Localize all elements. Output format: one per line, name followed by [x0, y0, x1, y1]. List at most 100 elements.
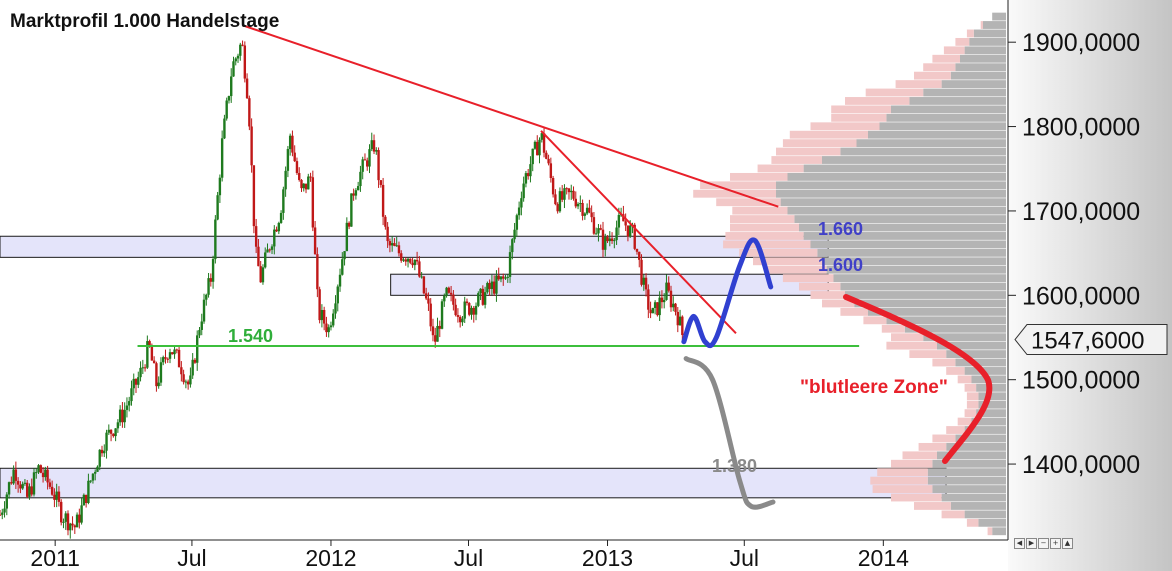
candle-body [588, 207, 591, 213]
candle-body [424, 293, 428, 299]
candle-body [150, 346, 154, 361]
profile-bin-gray-50 [955, 434, 1006, 443]
profile-bin-gray-16 [840, 147, 1006, 156]
profile-bin-gray-58 [950, 502, 1006, 510]
candle-body [474, 305, 478, 315]
candle-body [234, 58, 237, 62]
candle-body [28, 486, 31, 497]
profile-bin-red-17 [771, 156, 822, 164]
candle-body [225, 100, 228, 119]
candle-body [495, 275, 498, 294]
profile-bin-gray-3 [969, 37, 1006, 46]
candle-body [395, 245, 398, 247]
candle-body [100, 449, 104, 454]
candle-body [572, 190, 575, 199]
candle-body [465, 301, 469, 304]
profile-bin-gray-7 [950, 71, 1006, 80]
profile-bin-gray-34 [854, 299, 1006, 308]
candle-body [175, 349, 179, 351]
candle-body [139, 367, 142, 378]
candle-body [551, 177, 555, 195]
candle-body [576, 203, 580, 207]
candle-body [268, 249, 271, 251]
candle-body [332, 313, 335, 326]
candle-body [37, 465, 40, 473]
candle-body [567, 188, 571, 193]
zoom-out-icon[interactable]: − [1038, 538, 1049, 549]
candle-body [515, 215, 519, 230]
candle-body [236, 55, 240, 59]
candle-body [381, 184, 385, 217]
candle-body [354, 190, 358, 196]
profile-bin-gray-39 [937, 341, 1006, 350]
profile-bin-red-24 [730, 215, 795, 223]
profile-bin-gray-55 [927, 476, 1006, 485]
empty-zone-arc [843, 294, 993, 464]
candle-body [155, 363, 158, 387]
profile-bin-gray-21 [776, 189, 1006, 198]
candle-body [318, 289, 321, 321]
candle-body [295, 161, 299, 174]
scroll-right-icon[interactable]: ▶ [1026, 538, 1037, 549]
candle-body [626, 225, 630, 237]
candle-body [497, 275, 500, 280]
candle-body [5, 494, 9, 509]
profile-bin-red-14 [789, 130, 868, 139]
candle-body [293, 152, 296, 162]
x-tick-label: Jul [730, 545, 759, 571]
candle-body [653, 302, 657, 308]
candle-body [558, 191, 562, 212]
candle-body [227, 96, 231, 101]
x-tick-label: 2011 [30, 545, 79, 571]
profile-bin-gray-14 [868, 130, 1006, 139]
candle-body [393, 243, 396, 246]
candle-body [447, 287, 451, 293]
profile-bin-red-7 [914, 71, 951, 80]
candle-body [638, 251, 641, 260]
scroll-left-icon[interactable]: ◀ [1014, 538, 1025, 549]
zone-1 [390, 273, 829, 296]
profile-bin-red-18 [757, 164, 804, 173]
candle-body [103, 450, 106, 454]
candle-body [524, 173, 528, 184]
candle-body [35, 472, 38, 474]
profile-bin-gray-49 [964, 426, 1006, 434]
current-price-badge [1014, 324, 1168, 356]
candle-body [32, 472, 36, 495]
chart-navigation: ◀ ▶ − + ▲ [1014, 538, 1073, 550]
candle-body [130, 388, 133, 402]
profile-bin-gray-29 [822, 257, 1006, 266]
scroll-up-icon[interactable]: ▲ [1062, 538, 1073, 549]
candle-body [75, 514, 79, 528]
profile-bin-red-3 [955, 37, 970, 46]
profile-bin-gray-36 [886, 316, 1006, 325]
profile-bin-gray-59 [964, 510, 1006, 519]
candle-body [443, 295, 446, 302]
candle-body [288, 135, 292, 150]
candle-body [286, 149, 290, 171]
profile-bin-red-54 [877, 468, 928, 477]
candle-body [243, 45, 247, 79]
candle-body [461, 318, 464, 323]
candle-body [536, 141, 539, 156]
candle-body [345, 222, 349, 252]
candle-body [157, 382, 160, 387]
profile-bin-red-20 [700, 181, 776, 190]
candle-body [275, 229, 278, 232]
candle-body [148, 341, 151, 347]
profile-bin-gray-61 [992, 527, 1006, 536]
candle-body [420, 276, 423, 278]
candle-body [343, 251, 346, 260]
candle-body [604, 237, 607, 250]
profile-bin-gray-57 [941, 493, 1006, 502]
candle-body [375, 150, 378, 152]
candle-body [594, 233, 598, 235]
candle-body [565, 188, 568, 190]
zoom-in-icon[interactable]: + [1050, 538, 1061, 549]
candle-body [402, 259, 405, 261]
candle-body [252, 165, 256, 227]
candle-body [676, 311, 679, 326]
candle-body [327, 327, 330, 333]
candle-body [490, 281, 494, 289]
